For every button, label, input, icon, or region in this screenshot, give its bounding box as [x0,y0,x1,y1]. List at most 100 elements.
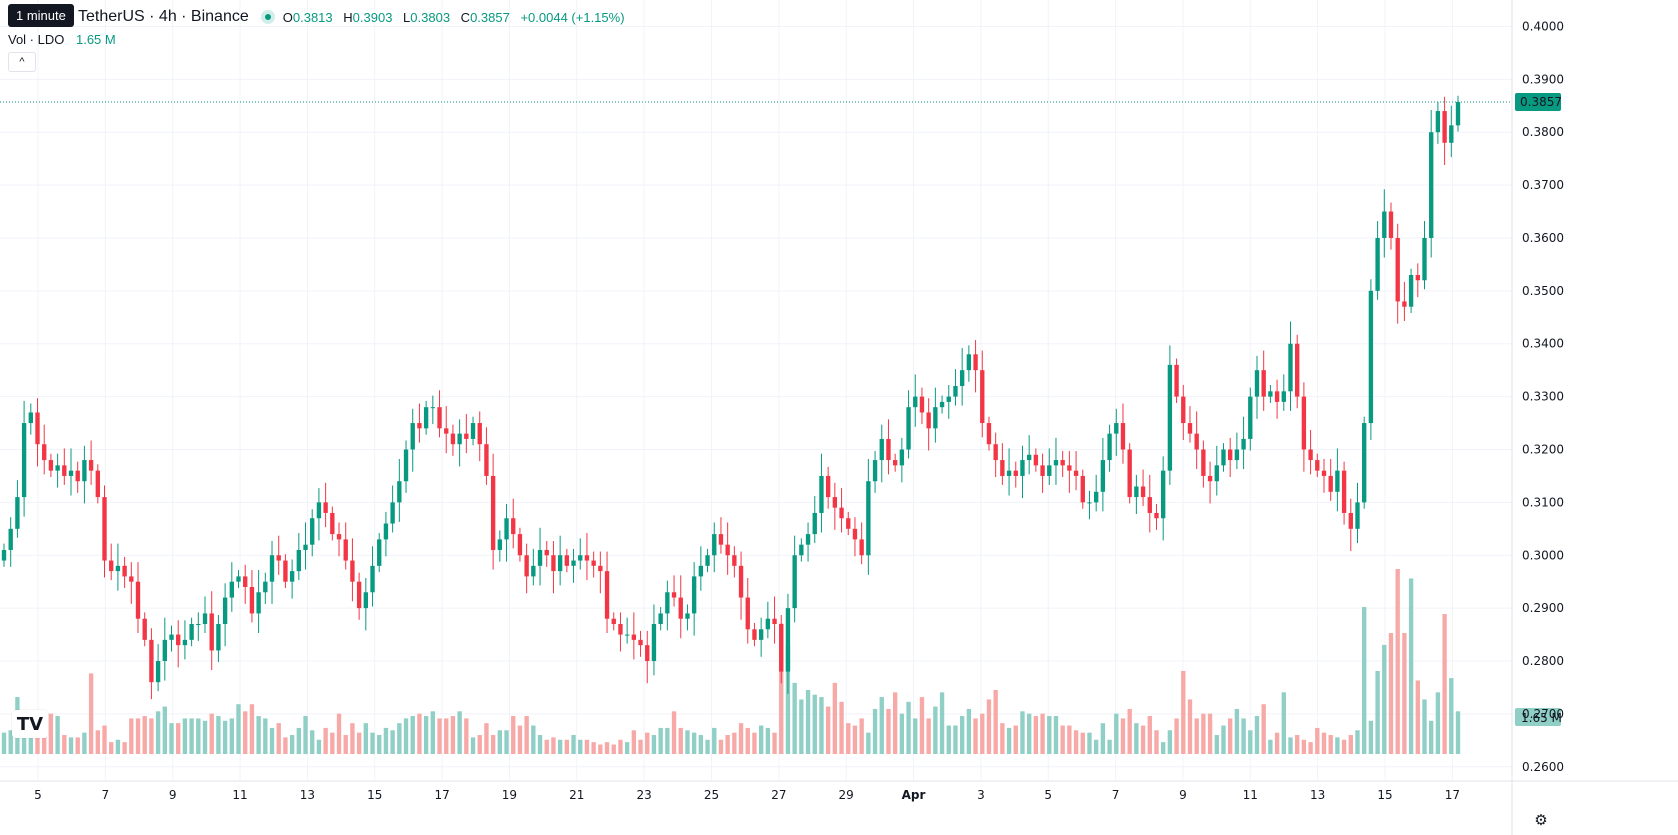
candle-body [457,433,462,445]
volume-bar [805,689,811,754]
candle-body [591,560,596,566]
volume-bar [42,727,47,754]
ohlc-values: O0.3813 H0.3903 L0.3803 C0.3857 +0.0044 … [283,10,632,25]
volume-bar [1040,713,1045,754]
volume-bar [531,725,536,754]
volume-bar [363,723,369,754]
price-tick-label: 0.3800 [1522,125,1564,139]
volume-bar [678,727,683,754]
candle-body [1234,449,1240,461]
volume-bar [1221,725,1226,754]
volume-bar [276,723,281,754]
candle-body [712,534,717,556]
candle-body [859,539,864,556]
date-tick-label: 21 [569,788,584,802]
volume-bar [28,732,33,754]
candle-body [698,565,704,577]
candle-body [1455,102,1461,126]
candle-body [182,639,188,646]
candle-body [283,560,288,582]
volume-bar [21,730,27,754]
candle-body [651,624,657,662]
candle-body [866,481,871,556]
volume-bar [1449,678,1454,754]
candle-body [584,555,590,561]
volume-bar [825,706,831,754]
volume-bar [1375,670,1380,754]
candle-body [296,549,301,572]
volume-bar [953,725,958,754]
volume-bar [444,718,449,754]
candle-body [1308,449,1313,461]
volume-legend[interactable]: Vol · LDO 1.65 M [8,32,116,47]
symbol-title[interactable]: TetherUS · 4h · Binance [78,8,249,25]
date-tick-label: 23 [637,788,652,802]
date-tick-label: 7 [1112,788,1120,802]
volume-bar [135,718,141,754]
volume-bar [283,737,288,754]
candle-body [825,475,831,498]
candle-body [1161,470,1166,519]
volume-bar [490,735,496,754]
volume-bar [591,742,596,754]
volume-bar [846,723,851,754]
candle-body [1107,433,1112,461]
volume-bar [732,732,737,754]
volume-bar [356,732,362,754]
candle-body [792,555,797,609]
candle-body [42,444,47,461]
candle-body [604,571,610,619]
candle-body [370,565,375,593]
candle-body [1120,423,1126,450]
market-status-icon[interactable] [260,10,275,24]
tradingview-logo-icon[interactable]: TV [12,710,48,738]
candle-body [1047,465,1052,476]
candle-body [1422,237,1427,281]
candle-body [115,565,121,572]
price-tick-label: 0.2700 [1522,707,1564,721]
date-tick-label: 15 [1377,788,1392,802]
volume-bar [578,739,583,754]
candle-body [732,555,737,566]
volume-bar [1228,718,1233,754]
volume-bar [986,699,992,754]
candle-body [437,407,442,429]
volume-bar [892,692,898,754]
volume-bar [484,723,489,754]
candle-body [303,544,308,550]
symbol-legend: TetherUS · 4h · Binance O0.3813 H0.3903 … [8,6,632,28]
volume-label: Vol · LDO [8,32,65,47]
volume-bar [1288,737,1293,754]
volume-bar [457,711,462,754]
volume-bar [1254,716,1260,754]
volume-bar [82,732,87,754]
volume-bar [1147,716,1152,754]
candle-body [169,634,174,640]
volume-bar [196,718,201,754]
candle-body [1134,486,1139,498]
candle-body [21,423,27,498]
candle-body [377,539,382,566]
candle-body [986,423,992,445]
candle-body [484,444,489,476]
volume-bar [1341,739,1347,754]
volume-bar [1,732,7,754]
price-tick-label: 0.2900 [1522,601,1564,615]
gear-icon[interactable]: ⚙ [1534,812,1548,829]
candle-body [1067,465,1072,471]
volume-bar [423,716,429,754]
candle-body [28,412,33,424]
volume-bar [417,713,422,754]
volume-bar [866,732,871,754]
volume-bar [645,732,650,754]
collapse-chevron-up-icon[interactable]: ^ [8,52,36,72]
volume-bar [1080,732,1085,754]
candle-body [1321,470,1327,476]
candle-body [618,624,623,635]
candle-body [946,396,951,402]
volume-bar [685,730,690,754]
candle-body [959,370,965,387]
volume-bar [738,723,744,754]
volume-bar [1362,606,1367,754]
